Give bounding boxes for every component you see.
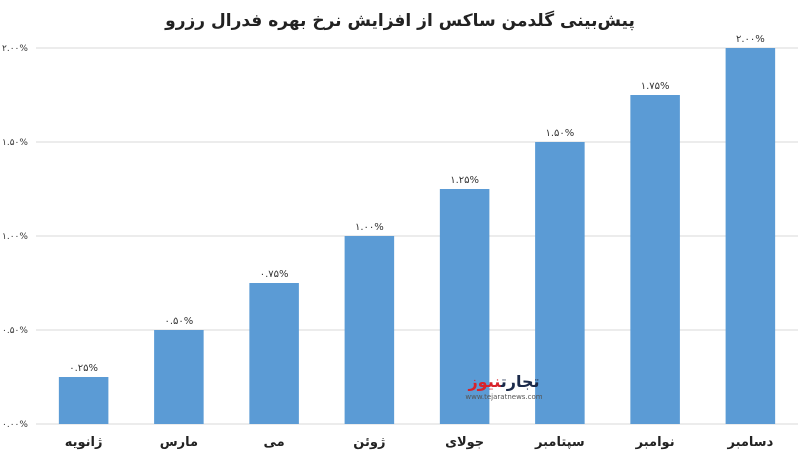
bar: [58, 377, 109, 424]
y-axis-ticks: ۰.۰۰% ۰.۵۰% ۱.۰۰% ۱.۵۰% ۲.۰۰%: [2, 44, 28, 430]
bar: [439, 189, 490, 424]
y-tick-label: ۰.۵۰%: [2, 326, 28, 336]
bars: [58, 48, 776, 424]
x-axis-ticks: ژانویه مارس می ژوئن جولای سپتامبر نوامبر دسامبر: [65, 435, 774, 450]
x-tick-label: جولای: [445, 435, 484, 450]
data-label: ۲.۰۰%: [736, 34, 765, 45]
y-tick-label: ۱.۵۰%: [2, 138, 28, 148]
x-tick-label: سپتامبر: [534, 435, 585, 450]
watermark-brand-part2: نیوز: [468, 372, 501, 391]
data-label: ۰.۷۵%: [260, 269, 289, 280]
watermark-logo: تجارتنیوز www.tejaratnews.com: [458, 372, 550, 412]
bar: [725, 48, 776, 424]
x-tick-label: دسامبر: [726, 435, 773, 450]
data-label: ۱.۷۵%: [641, 81, 670, 92]
watermark-brand-part1: تجارت: [500, 372, 540, 391]
y-tick-label: ۲.۰۰%: [2, 44, 28, 54]
gridlines: [36, 47, 798, 425]
data-label: ۱.۲۵%: [450, 175, 479, 186]
y-tick-label: ۱.۰۰%: [2, 232, 28, 242]
data-label: ۰.۵۰%: [164, 316, 193, 327]
x-tick-label: مارس: [160, 435, 198, 450]
bar: [249, 283, 299, 424]
data-label: ۱.۰۰%: [355, 222, 384, 233]
bar: [630, 95, 680, 424]
watermark-brand: تجارتنیوز: [458, 372, 550, 392]
x-tick-label: می: [264, 435, 285, 450]
bar: [344, 236, 395, 424]
x-tick-label: نوامبر: [635, 435, 675, 450]
x-tick-label: ژانویه: [65, 435, 103, 450]
chart-title: پیش‌بینی گلدمن ساکس از افزایش نرخ بهره ف…: [164, 10, 635, 31]
watermark-url: www.tejaratnews.com: [465, 393, 543, 401]
x-tick-label: ژوئن: [353, 435, 385, 450]
data-labels: ۰.۲۵% ۰.۵۰% ۰.۷۵% ۱.۰۰% ۱.۲۵% ۱.۵۰% ۱.۷۵% ۲.۰۰%: [69, 34, 765, 374]
data-label: ۰.۲۵%: [69, 363, 98, 374]
data-label: ۱.۵۰%: [545, 128, 574, 139]
y-tick-label: ۰.۰۰%: [2, 420, 28, 430]
bar: [535, 142, 585, 424]
bar: [154, 330, 204, 424]
